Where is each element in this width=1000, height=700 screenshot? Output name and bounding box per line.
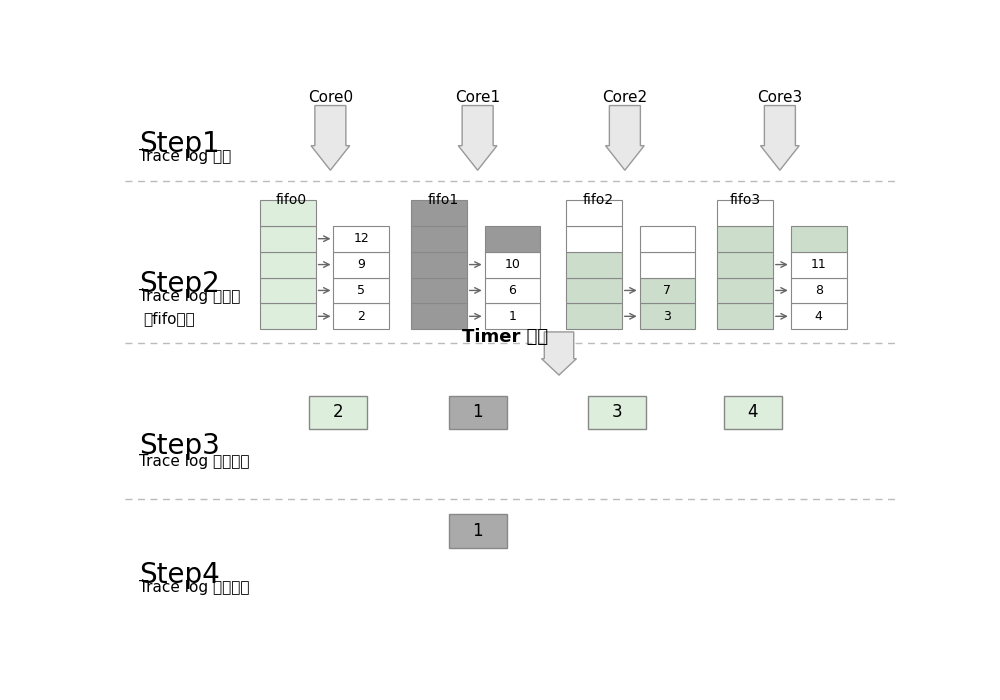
Text: Step2: Step2: [139, 270, 220, 298]
Bar: [260, 200, 316, 226]
Polygon shape: [458, 106, 497, 170]
Bar: [411, 251, 467, 277]
Bar: [566, 277, 622, 303]
Text: 1: 1: [472, 403, 483, 421]
Polygon shape: [761, 106, 799, 170]
Bar: [333, 251, 389, 277]
Text: fifo0: fifo0: [276, 193, 307, 207]
Bar: [640, 226, 695, 251]
Text: fifo3: fifo3: [729, 193, 761, 207]
Text: Core2: Core2: [602, 90, 647, 105]
Bar: [485, 277, 540, 303]
Text: Trace log 排序过程: Trace log 排序过程: [139, 454, 249, 469]
Bar: [566, 251, 622, 277]
Text: Core1: Core1: [455, 90, 500, 105]
Text: 12: 12: [354, 232, 369, 245]
Bar: [260, 277, 316, 303]
Bar: [791, 226, 847, 251]
Bar: [717, 303, 773, 329]
Text: 2: 2: [333, 403, 343, 421]
Text: Core0: Core0: [308, 90, 353, 105]
Text: Trace log 产生: Trace log 产生: [139, 149, 231, 164]
Text: 锁fifo过程: 锁fifo过程: [143, 311, 195, 326]
Bar: [588, 395, 646, 429]
Bar: [566, 226, 622, 251]
Polygon shape: [606, 106, 644, 170]
Text: 4: 4: [748, 403, 758, 421]
Bar: [717, 226, 773, 251]
Text: 4: 4: [815, 310, 823, 323]
Bar: [260, 226, 316, 251]
Bar: [791, 277, 847, 303]
Polygon shape: [311, 106, 350, 170]
Text: 2: 2: [357, 310, 365, 323]
Text: 8: 8: [815, 284, 823, 297]
Bar: [566, 303, 622, 329]
Bar: [333, 277, 389, 303]
Bar: [449, 395, 507, 429]
Bar: [640, 303, 695, 329]
Bar: [717, 251, 773, 277]
Bar: [485, 303, 540, 329]
Bar: [411, 200, 467, 226]
Bar: [791, 251, 847, 277]
Bar: [260, 303, 316, 329]
Text: 1: 1: [472, 522, 483, 540]
Text: 1: 1: [509, 310, 516, 323]
Text: 6: 6: [509, 284, 516, 297]
Bar: [640, 277, 695, 303]
Text: 3: 3: [664, 310, 671, 323]
Bar: [333, 226, 389, 251]
Text: 3: 3: [612, 403, 622, 421]
Bar: [566, 200, 622, 226]
Text: Trace log 输出过程: Trace log 输出过程: [139, 580, 249, 596]
Bar: [333, 303, 389, 329]
Text: Step1: Step1: [139, 130, 220, 158]
Text: Step4: Step4: [139, 561, 220, 589]
Bar: [485, 251, 540, 277]
Text: Step3: Step3: [139, 432, 220, 460]
Bar: [640, 251, 695, 277]
Text: Timer 中断: Timer 中断: [462, 328, 548, 346]
Text: Core3: Core3: [757, 90, 802, 105]
Text: fifo1: fifo1: [427, 193, 458, 207]
Text: 9: 9: [357, 258, 365, 271]
Bar: [309, 395, 367, 429]
Bar: [791, 303, 847, 329]
Text: fifo2: fifo2: [582, 193, 613, 207]
Bar: [411, 277, 467, 303]
Bar: [717, 200, 773, 226]
Bar: [411, 303, 467, 329]
Text: 7: 7: [664, 284, 672, 297]
Bar: [411, 226, 467, 251]
Text: 10: 10: [505, 258, 520, 271]
Text: 5: 5: [357, 284, 365, 297]
Text: 11: 11: [811, 258, 826, 271]
Bar: [717, 277, 773, 303]
Bar: [485, 226, 540, 251]
Text: Trace log 存入无: Trace log 存入无: [139, 289, 240, 304]
Bar: [724, 395, 782, 429]
Bar: [449, 514, 507, 547]
Polygon shape: [542, 332, 576, 375]
Bar: [260, 251, 316, 277]
